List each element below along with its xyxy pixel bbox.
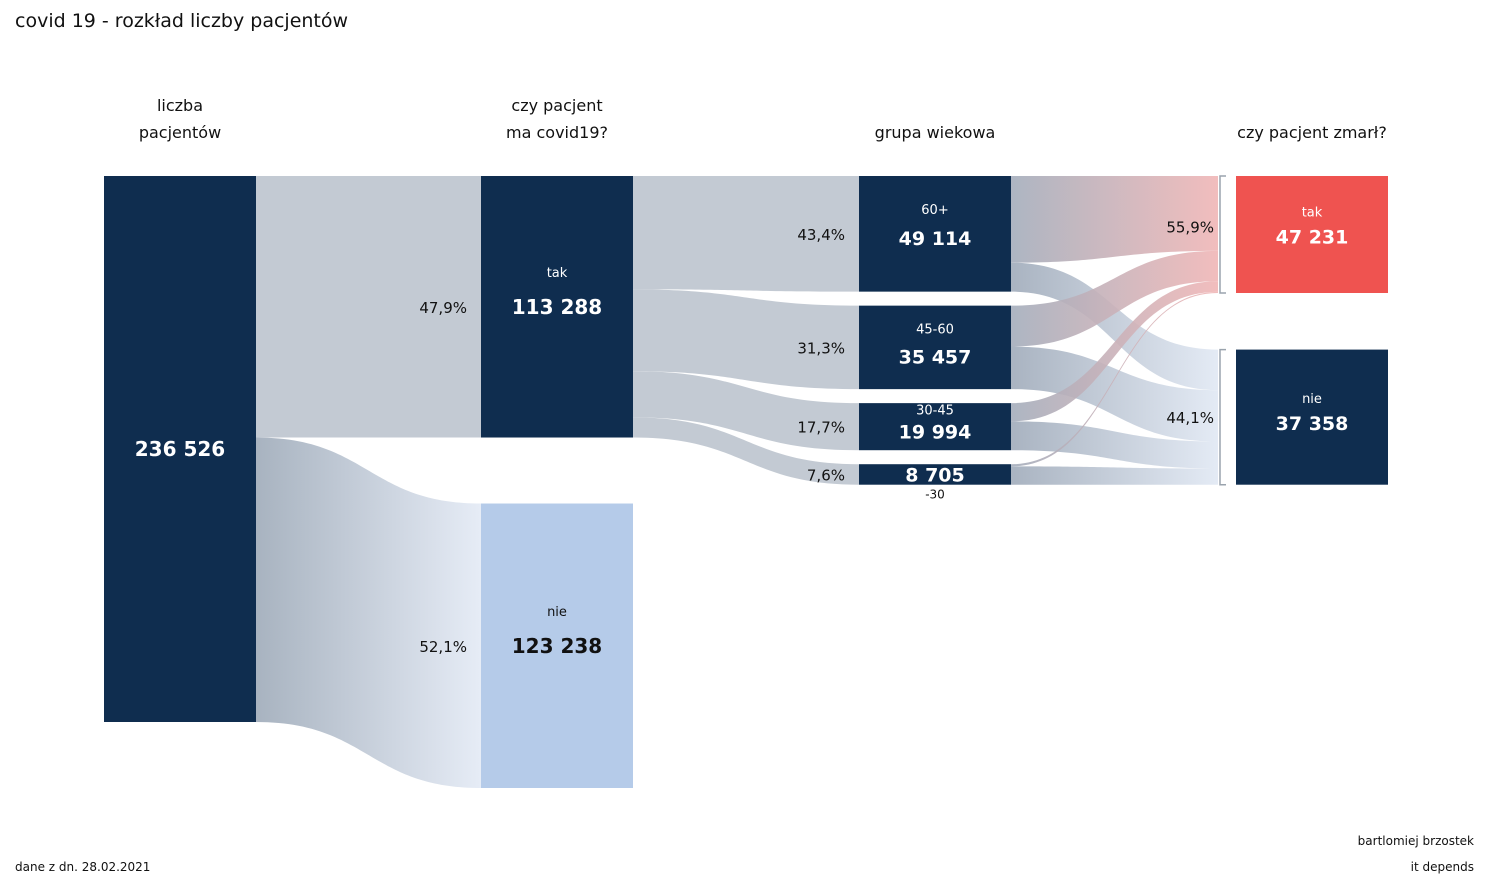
node-age-30-value: 8 705 bbox=[905, 464, 965, 486]
link-age_45_60-died-nie bbox=[1011, 346, 1218, 442]
node-died-nie-value: 37 358 bbox=[1276, 413, 1349, 435]
node-age-45-60-value: 35 457 bbox=[899, 346, 972, 368]
node-age-45-60-label: 45-60 bbox=[916, 322, 954, 337]
data-date-note: dane z dn. 28.02.2021 bbox=[15, 860, 151, 874]
node-total bbox=[104, 176, 256, 722]
pct-covid-nie: 52,1% bbox=[419, 638, 467, 656]
pct-covid-tak: 47,9% bbox=[419, 299, 467, 317]
link-age_45_60-died-tak bbox=[1011, 250, 1218, 347]
node-total-value: 236 526 bbox=[135, 437, 225, 461]
brand-name: it depends bbox=[1410, 860, 1474, 874]
node-covid-nie-label: nie bbox=[547, 605, 567, 620]
column-header-c0-line-0: liczba bbox=[157, 96, 203, 115]
link-total-covid-nie bbox=[256, 437, 481, 788]
pct-age-30: 7,6% bbox=[807, 466, 845, 484]
link-covid-tak-age_45_60 bbox=[633, 289, 859, 390]
node-age-30-45 bbox=[859, 403, 1011, 451]
node-covid-tak bbox=[481, 176, 633, 438]
bracket-died-tak bbox=[1219, 175, 1226, 294]
link-age_30-died-tak bbox=[1011, 291, 1218, 467]
link-age_30_45-died-nie bbox=[1011, 421, 1218, 469]
link-covid-tak-age_60 bbox=[633, 176, 859, 292]
column-header-c2-line-0: grupa wiekowa bbox=[875, 123, 996, 142]
node-covid-tak-label: tak bbox=[547, 266, 568, 281]
pct-age-60: 43,4% bbox=[797, 226, 845, 244]
node-covid-nie bbox=[481, 503, 633, 788]
column-header-c1-line-1: ma covid19? bbox=[506, 123, 608, 142]
link-covid-tak-age_30 bbox=[633, 417, 859, 485]
node-age-60-label: 60+ bbox=[921, 203, 948, 218]
node-age-60-value: 49 114 bbox=[899, 228, 972, 250]
node-covid-tak-value: 113 288 bbox=[512, 295, 602, 319]
node-died-tak-label: tak bbox=[1302, 206, 1323, 221]
link-covid-tak-age_30_45 bbox=[633, 371, 859, 451]
node-covid-nie-value: 123 238 bbox=[512, 634, 602, 658]
node-age-60 bbox=[859, 176, 1011, 292]
node-age-30-label: -30 bbox=[925, 488, 945, 502]
credits: bartlomiej brzostek it depends bbox=[1358, 828, 1474, 880]
pct-age-30-45: 17,7% bbox=[797, 419, 845, 437]
node-age-45-60 bbox=[859, 305, 1011, 390]
node-died-nie bbox=[1236, 349, 1388, 485]
link-age_60-died-nie bbox=[1011, 262, 1218, 391]
node-died-nie-label: nie bbox=[1302, 392, 1322, 407]
column-header-c0-line-1: pacjentów bbox=[139, 123, 221, 142]
node-age-30 bbox=[859, 464, 1011, 485]
link-age_30-died-nie bbox=[1011, 466, 1218, 485]
node-died-tak bbox=[1236, 176, 1388, 293]
link-total-covid-tak bbox=[256, 176, 481, 438]
pct-age-45-60: 31,3% bbox=[797, 339, 845, 357]
author-name: bartlomiej brzostek bbox=[1357, 834, 1474, 848]
node-age-30-45-value: 19 994 bbox=[899, 422, 972, 444]
column-header-c1-line-0: czy pacjent bbox=[511, 96, 602, 115]
column-header-c3-line-0: czy pacjent zmarł? bbox=[1237, 123, 1387, 142]
pct-died-tak: 55,9% bbox=[1166, 219, 1214, 237]
chart-title: covid 19 - rozkład liczby pacjentów bbox=[15, 10, 349, 32]
node-age-30-45-label: 30-45 bbox=[916, 404, 954, 419]
link-age_60-died-tak bbox=[1011, 176, 1218, 263]
node-died-tak-value: 47 231 bbox=[1276, 227, 1349, 249]
pct-died-nie: 44,1% bbox=[1166, 409, 1214, 427]
link-age_30_45-died-tak bbox=[1011, 281, 1218, 422]
bracket-died-nie bbox=[1219, 348, 1226, 486]
